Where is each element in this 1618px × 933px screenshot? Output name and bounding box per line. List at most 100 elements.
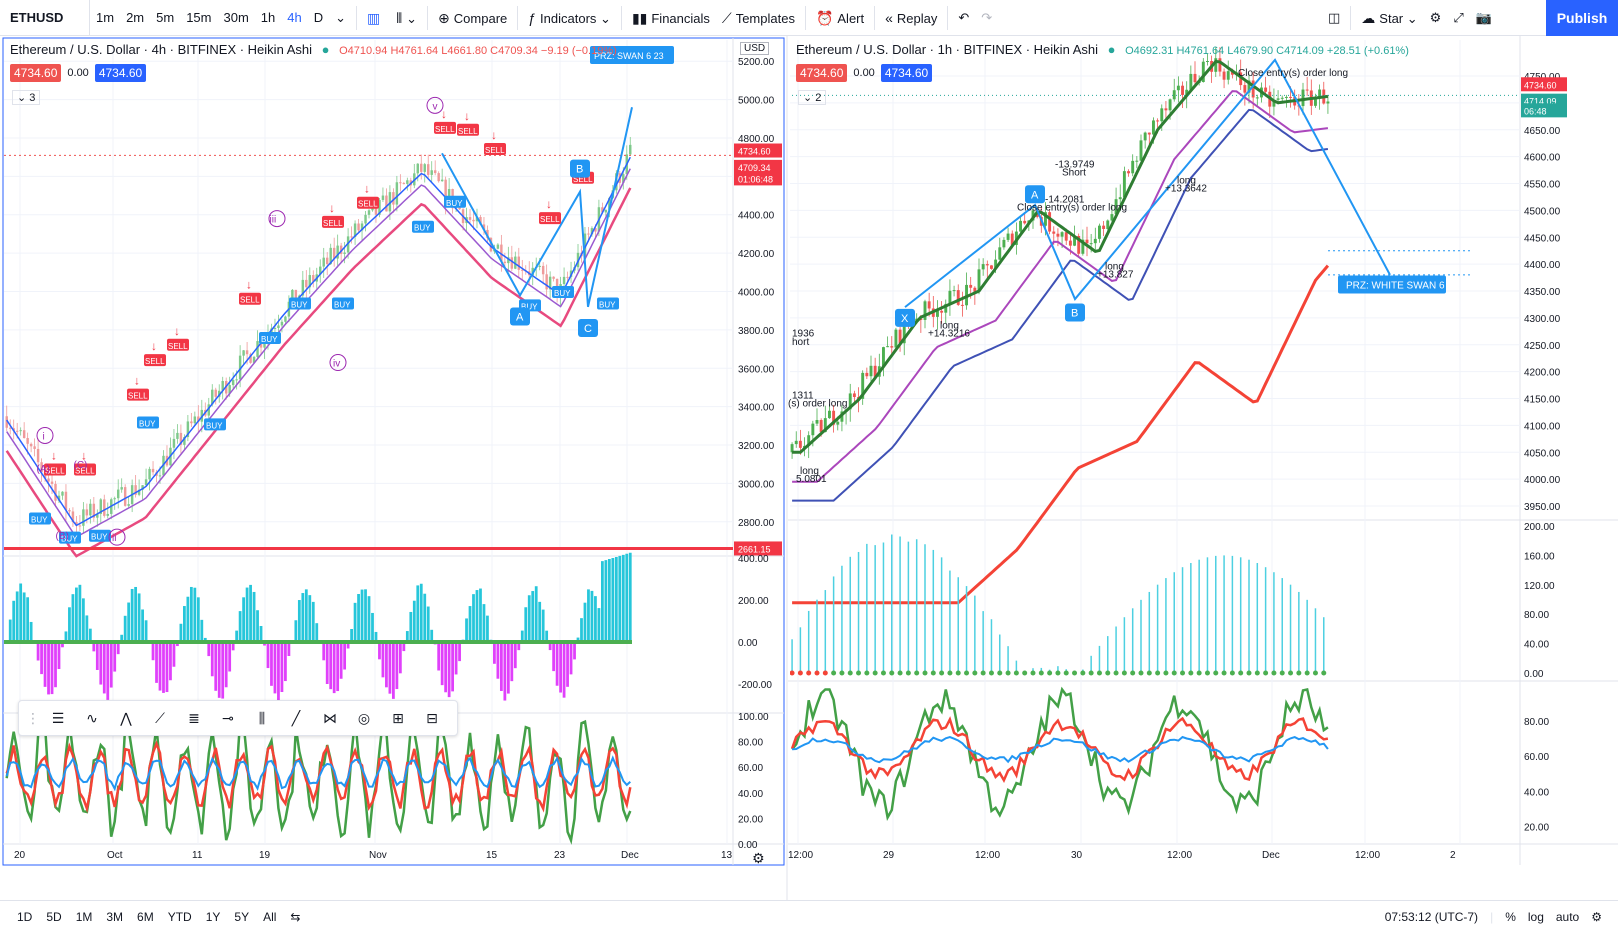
draw-tool-path[interactable]: ⟋ — [155, 710, 165, 726]
replay-button[interactable]: «Replay — [879, 0, 943, 36]
fullscreen-button[interactable]: ⤢ — [1447, 0, 1469, 36]
draw-tool-parallel[interactable]: ≣ — [188, 710, 200, 726]
range-YTD[interactable]: YTD — [167, 909, 192, 924]
histogram-dot — [1204, 670, 1210, 676]
drag-handle-icon[interactable]: ⋮ — [26, 710, 40, 726]
right-indicator-collapse[interactable]: ⌄ 2 — [798, 90, 827, 105]
interval-4h[interactable]: 4h — [287, 9, 302, 25]
candle-body — [1064, 232, 1068, 241]
interval-1m[interactable]: 1m — [96, 9, 115, 25]
draw-tool-ray[interactable]: ⊸ — [222, 710, 234, 726]
draw-tool-lines[interactable]: ☰ — [51, 710, 65, 726]
log-toggle[interactable]: log — [1527, 910, 1544, 924]
scale-settings-icon[interactable]: ⚙ — [1591, 910, 1602, 924]
right-chart-plot[interactable] — [788, 40, 1520, 844]
draw-tool-more[interactable]: ⊟ — [426, 710, 438, 726]
redo-button[interactable]: ↷ — [975, 0, 998, 36]
right-sell-price[interactable]: 4734.60 — [796, 64, 848, 82]
candle-body — [1077, 235, 1081, 254]
buy-marker — [289, 297, 311, 310]
publish-button[interactable]: Publish — [1546, 0, 1618, 36]
left-sell-price[interactable]: 4734.60 — [10, 64, 62, 82]
candle-body — [1280, 97, 1284, 99]
candle-body — [123, 487, 127, 506]
chart-area[interactable]: BUY BUY BUY BUY BUY BUY BUY BUY BUY BUY BUY BUY BUY S… — [0, 36, 1618, 900]
range-All[interactable]: All — [263, 909, 277, 924]
range-5Y[interactable]: 5Y — [234, 909, 250, 924]
candle-body — [193, 416, 197, 424]
clock-time[interactable]: 07:53:12 (UTC-7) — [1384, 910, 1479, 924]
interval-15m[interactable]: 15m — [186, 9, 212, 25]
snapshot-button[interactable]: 📷 — [1470, 0, 1498, 36]
left-indicator-collapse[interactable]: ⌄ 3 — [12, 90, 41, 105]
draw-tool-cycle[interactable]: ◎ — [357, 710, 371, 726]
range-5D[interactable]: 5D — [46, 909, 62, 924]
range-6M[interactable]: 6M — [137, 909, 154, 924]
candle-body — [865, 372, 869, 377]
ma-20-line — [792, 59, 1329, 454]
candle-body — [541, 265, 545, 275]
alert-button[interactable]: ⏰ Alert — [810, 0, 870, 36]
candle-body — [790, 444, 794, 453]
star-button[interactable]: ☁ Star ⌄ — [1355, 0, 1423, 36]
range-3M[interactable]: 3M — [106, 909, 124, 924]
right-buy-price[interactable]: 4734.60 — [880, 64, 933, 82]
interval-D[interactable]: D — [313, 9, 324, 25]
draw-tool-trendline[interactable]: ╱ — [291, 710, 301, 726]
candle-body — [22, 430, 26, 438]
right-y-tick: 4550.00 — [1524, 180, 1561, 191]
templates-button[interactable]: ⟋ Templates — [716, 0, 801, 36]
range-1Y[interactable]: 1Y — [205, 909, 221, 924]
percent-toggle[interactable]: % — [1505, 910, 1516, 924]
draw-tool-position[interactable]: ⊞ — [392, 710, 404, 726]
financials-button[interactable]: ▮▮ Financials — [626, 0, 716, 36]
candle-body — [1073, 235, 1076, 246]
left-osc1-tick: 400.00 — [738, 554, 769, 565]
candle-body — [430, 170, 433, 175]
buy-marker — [552, 285, 574, 298]
interval-30m[interactable]: 30m — [223, 9, 249, 25]
left-buy-price[interactable]: 4734.60 — [94, 64, 147, 82]
fx-icon: ƒ — [528, 9, 537, 26]
interval-5m[interactable]: 5m — [156, 9, 175, 25]
candle-body — [1251, 80, 1255, 98]
settings-button[interactable]: ⚙ — [1424, 0, 1448, 36]
interval-dropdown[interactable]: ⌄ — [335, 9, 347, 25]
candle-body — [562, 276, 566, 285]
histogram-dot — [806, 670, 812, 676]
left-y-tick: 4200.00 — [738, 249, 775, 260]
auto-toggle[interactable]: auto — [1555, 910, 1580, 924]
interval-1h[interactable]: 1h — [260, 9, 276, 25]
symbol-search[interactable]: ETHUSD — [0, 0, 90, 36]
draw-tool-abcd[interactable]: ∿ — [86, 710, 98, 726]
candle-body — [521, 269, 524, 271]
histogram-dot — [964, 670, 970, 676]
interval-list: 1m 2m 5m 15m 30m 1h 4h D — [90, 0, 329, 36]
layout-button[interactable]: ◫ — [1322, 0, 1346, 36]
interval-2m[interactable]: 2m — [126, 9, 145, 25]
goto-date-button[interactable]: ⇆ — [283, 910, 307, 924]
compare-button[interactable]: ⊕ Compare — [432, 0, 513, 36]
draw-tool-fib[interactable]: ⫼ — [258, 710, 266, 726]
sell-arrow: ↓ — [364, 182, 370, 196]
candle-body — [601, 207, 604, 213]
undo-button[interactable]: ↶ — [952, 0, 975, 36]
draw-tool-elliott[interactable]: ⋀ — [120, 710, 132, 726]
buy-marker-label: BUY — [334, 301, 351, 310]
sell-marker-label: SELL — [435, 125, 455, 134]
range-1M[interactable]: 1M — [75, 909, 93, 924]
right-y-tick: 4600.00 — [1524, 153, 1561, 164]
left-collapse-count: 3 — [29, 92, 36, 104]
chart-type-button[interactable]: ⫴ ⌄ — [390, 0, 423, 36]
draw-tool-pattern[interactable]: ⋈ — [323, 710, 337, 726]
left-chart-title[interactable]: Ethereum / U.S. Dollar · 4h · BITFINEX ·… — [10, 42, 312, 57]
histogram-dot — [1312, 670, 1318, 676]
indicators-button[interactable]: ƒ Indicators ⌄ — [522, 0, 617, 36]
buy-marker-label: BUY — [261, 335, 278, 344]
range-1D[interactable]: 1D — [17, 909, 33, 924]
right-chart-title[interactable]: Ethereum / U.S. Dollar · 1h · BITFINEX ·… — [796, 42, 1098, 57]
currency-selector[interactable]: USD — [740, 42, 770, 55]
bar-style-button[interactable]: ▥ — [361, 0, 390, 36]
right-y-tick: 4400.00 — [1524, 260, 1561, 271]
candle-body — [392, 192, 395, 205]
